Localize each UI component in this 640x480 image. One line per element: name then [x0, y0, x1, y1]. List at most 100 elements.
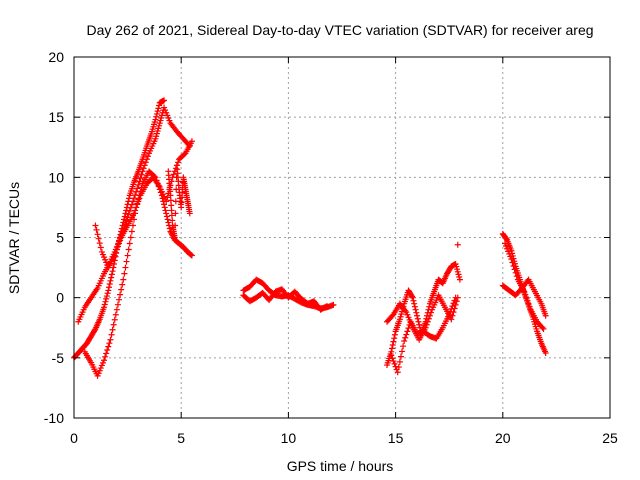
x-axis-ticks: 0 5 10 15 20 25	[70, 57, 618, 446]
data-point-track-3-upper	[162, 107, 169, 114]
data-point-track-2-loop	[106, 340, 113, 347]
data-point-track-3-upper	[139, 168, 146, 175]
data-point-track-3-upper	[138, 171, 145, 178]
data-point-track-2-loop	[128, 228, 135, 235]
data-point-track-13-late-low	[522, 291, 529, 298]
x-tick-label: 20	[495, 430, 511, 446]
data-point-track-1-rise	[103, 295, 110, 302]
data-point-track-8-night-a	[413, 309, 420, 316]
data-point-track-3-upper	[163, 109, 170, 116]
data-point-track-8-night-a	[426, 303, 433, 310]
data-point-track-13-late-low	[513, 273, 520, 280]
data-point-track-5-spikes	[169, 217, 176, 224]
data-point-track-8-night-a	[390, 338, 397, 345]
data-point-track-3-upper	[155, 125, 162, 132]
data-point-track-2-loop	[129, 222, 136, 229]
data-point-track-2-loop	[116, 296, 123, 303]
data-point-track-6-evening	[330, 301, 337, 308]
data-point-track-13-late-low	[524, 297, 531, 304]
data-point-track-3-upper	[166, 117, 173, 124]
data-point-track-9-night-b	[423, 321, 430, 328]
data-point-track-5-spikes	[171, 234, 178, 241]
data-point-track-1-rise	[108, 271, 115, 278]
data-point-track-8-night-a	[454, 266, 461, 273]
data-point-track-4-mid	[113, 246, 120, 253]
x-tick-label: 5	[177, 430, 185, 446]
data-point-track-4-mid	[97, 244, 104, 251]
data-point-track-8-night-a	[415, 318, 422, 325]
data-point-track-13-late-low	[504, 245, 511, 252]
data-point-track-2-loop	[114, 301, 121, 308]
data-point-track-10-night-c	[401, 337, 408, 344]
data-point-track-5-spikes	[168, 202, 175, 209]
data-point-track-13-late-low	[525, 300, 532, 307]
data-point-track-4-mid	[116, 240, 123, 247]
data-point-track-1-rise	[106, 284, 113, 291]
data-point-track-4-mid	[99, 251, 106, 258]
data-point-track-8-night-a	[456, 274, 463, 281]
data-point-track-11-late-fall	[509, 250, 516, 257]
data-point-track-3-upper	[131, 195, 138, 202]
data-point-track-2-loop	[125, 246, 132, 253]
data-point-track-1-rise	[126, 195, 133, 202]
data-point-track-2-loop	[103, 350, 110, 357]
data-point-track-3-upper	[165, 114, 172, 121]
data-point-track-4-mid	[117, 237, 124, 244]
data-point-track-1-rise	[161, 97, 168, 104]
data-point-track-2-loop	[110, 321, 117, 328]
data-point-track-8-night-a	[410, 297, 417, 304]
data-point-track-13-late-low	[507, 253, 514, 260]
data-point-track-5-spikes	[172, 210, 179, 217]
data-point-track-10-night-c	[394, 369, 401, 376]
data-point-track-8-night-a	[389, 341, 396, 348]
data-point-track-2-loop	[108, 331, 115, 338]
data-point-track-3-upper	[158, 114, 165, 121]
data-marks	[71, 97, 549, 379]
data-point-track-13-late-low	[521, 288, 528, 295]
data-point-track-5-spikes	[168, 212, 175, 219]
data-point-track-4-mid	[174, 159, 181, 166]
data-point-track-9-night-b	[426, 312, 433, 319]
data-point-track-2-loop	[120, 276, 127, 283]
data-point-track-2-loop	[97, 365, 104, 372]
data-point-track-3-upper	[127, 204, 134, 211]
data-point-track-4-mid	[112, 249, 119, 256]
data-point-track-3-upper	[157, 117, 164, 124]
data-point-track-9-night-b	[424, 318, 431, 325]
y-tick-label: 0	[56, 290, 64, 306]
data-point-track-8-night-a	[409, 294, 416, 301]
data-point-track-1-rise	[110, 264, 117, 271]
data-point-track-13-late-low	[512, 269, 519, 276]
data-point-track-10-night-c	[395, 364, 402, 371]
data-point-track-1-rise	[101, 304, 108, 311]
data-point-track-5-spikes	[179, 189, 186, 196]
data-point-track-4-mid	[136, 195, 143, 202]
data-point-track-2-loop	[102, 353, 109, 360]
data-point-track-8-night-a	[454, 268, 461, 275]
data-point-track-9-night-b	[422, 324, 429, 331]
data-point-track-10-night-c	[396, 358, 403, 365]
data-point-track-1-rise	[104, 290, 111, 297]
y-tick-label: -10	[44, 410, 64, 426]
data-point-track-1-rise	[154, 108, 161, 115]
data-point-track-2-loop	[188, 252, 195, 259]
data-point-track-8-night-a	[391, 331, 398, 338]
data-point-track-5-spikes	[186, 210, 193, 217]
x-tick-label: 10	[281, 430, 297, 446]
data-point-track-1-rise	[122, 210, 129, 217]
data-point-track-3-upper	[128, 201, 135, 208]
data-point-track-3-upper	[129, 198, 136, 205]
data-point-track-1-rise	[108, 274, 115, 281]
data-point-track-3-upper	[153, 133, 160, 140]
data-point-track-2-loop	[121, 270, 128, 277]
data-point-track-4-mid	[114, 243, 121, 250]
data-point-track-5-spikes	[168, 207, 175, 214]
data-point-track-9-night-b	[449, 312, 456, 319]
data-point-track-3-upper	[161, 104, 168, 111]
x-tick-label: 15	[388, 430, 404, 446]
data-point-track-4-mid	[111, 252, 118, 259]
data-point-track-10-night-c	[390, 358, 397, 365]
data-point-track-2-loop	[163, 210, 170, 217]
